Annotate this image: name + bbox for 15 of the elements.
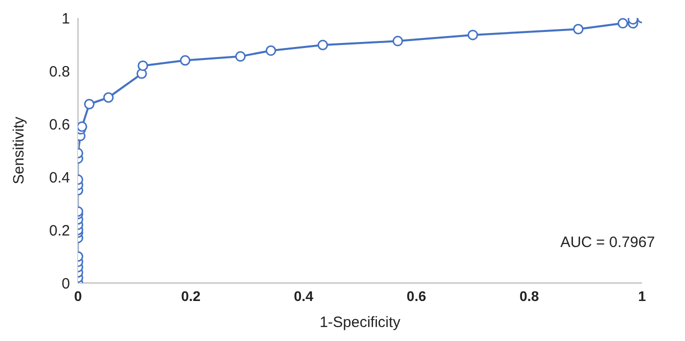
- x-tick-label: 0.6: [406, 288, 426, 304]
- x-tick-label: 0.2: [181, 288, 201, 304]
- y-tick-label: 0.6: [49, 116, 70, 134]
- y-tick-label: 0.4: [49, 169, 70, 186]
- y-tick-label: 1: [62, 10, 70, 28]
- x-tick-label: 0.8: [519, 288, 540, 304]
- y-tick-label: 0.8: [49, 63, 70, 80]
- y-axis-title: Sensitivity: [10, 116, 28, 184]
- y-tick-label: 0: [62, 275, 70, 292]
- x-axis-title: 1-Specificity: [320, 314, 401, 331]
- x-tick-label: 0: [74, 288, 82, 304]
- y-tick-label: 0.2: [49, 222, 70, 240]
- annotation: AUC = 0.7967: [560, 234, 655, 251]
- x-tick-label: 0.4: [294, 288, 314, 304]
- x-tick-label: 1: [638, 288, 646, 304]
